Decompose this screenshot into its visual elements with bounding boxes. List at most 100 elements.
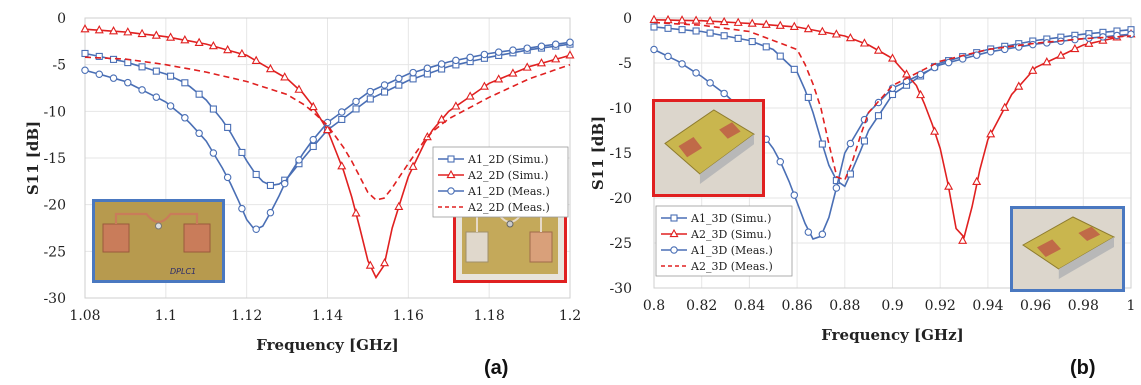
series-point: [280, 179, 289, 188]
series-point: [551, 54, 561, 63]
series-point: [551, 40, 560, 48]
series-point: [761, 19, 771, 28]
series-point: [705, 16, 715, 25]
panel-label: (a): [484, 357, 508, 379]
series-point: [888, 90, 897, 99]
series-line: [84, 56, 571, 201]
series-2: [80, 24, 575, 280]
antenna-photo-1-board-side: [699, 134, 754, 184]
x-tick-label: 1.12: [231, 308, 262, 324]
series-point: [394, 201, 404, 211]
series-point: [223, 173, 232, 182]
antenna-photo-1-patch-left: [102, 223, 130, 253]
series-point: [664, 24, 672, 32]
y-tick-label: -5: [52, 58, 66, 74]
x-tick-label: 1.08: [69, 308, 100, 324]
x-tick-label: 0.92: [925, 298, 956, 314]
antenna-photo-2-connector: [506, 220, 514, 228]
series-point: [166, 32, 176, 41]
x-tick-label: 0.86: [782, 298, 813, 314]
x-axis-label: Frequency [GHz]: [256, 336, 398, 354]
series-point: [523, 44, 531, 52]
y-tick-label: -30: [609, 281, 632, 297]
series-point: [381, 88, 389, 96]
x-tick-label: 0.8: [643, 298, 665, 314]
series-point: [223, 44, 233, 54]
legend: A1_3D (Simu.) A2_3D (Simu.) A1_3D (Meas.) A…: [655, 205, 793, 277]
series-point: [109, 26, 119, 35]
series-point: [1042, 57, 1052, 66]
antenna-photo-2-board-side: [1058, 237, 1114, 279]
series-point: [677, 15, 687, 24]
series-point: [509, 46, 517, 54]
series-point: [678, 60, 686, 68]
series-point: [437, 60, 446, 68]
series-point: [380, 257, 390, 267]
y-tick-label: -20: [43, 198, 66, 214]
legend-entry: A1_2D (Simu.): [467, 153, 548, 166]
x-tick-label: 1: [1127, 298, 1136, 314]
series-point: [733, 17, 743, 26]
x-tick-label: 1.14: [312, 308, 343, 324]
series-point: [692, 69, 700, 77]
series-point: [209, 149, 218, 157]
series-point: [494, 48, 503, 56]
series-point: [789, 21, 799, 30]
legend-swatch-marker: [447, 187, 455, 195]
series-point: [195, 90, 203, 98]
series-point: [338, 115, 346, 124]
series-point: [194, 37, 204, 46]
y-tick-label: -20: [609, 191, 632, 207]
series-point: [409, 68, 417, 77]
series-point: [123, 27, 133, 36]
x-tick-label: 0.84: [734, 298, 765, 314]
x-tick-label: 1.18: [474, 308, 505, 324]
antenna-photo-1: [652, 99, 765, 197]
series-point: [309, 142, 317, 151]
legend: A1_2D (Simu.) A2_2D (Simu.) A1_2D (Meas.) A…: [432, 146, 569, 218]
y-tick-label: -15: [609, 146, 632, 162]
series-point: [747, 18, 757, 27]
antenna-photo-1: DPLC1: [92, 199, 225, 283]
series-point: [1014, 81, 1024, 90]
series-point: [337, 161, 347, 170]
series-point: [395, 81, 403, 89]
series-point: [972, 176, 982, 186]
series-point: [252, 225, 260, 233]
series-point: [480, 50, 489, 59]
series-point: [265, 63, 275, 73]
y-tick-label: 0: [623, 11, 632, 27]
series-point: [352, 105, 360, 113]
series-point: [831, 29, 841, 38]
series-point: [465, 91, 475, 100]
series-point: [395, 74, 403, 83]
series-point: [437, 114, 447, 123]
series-point: [208, 40, 218, 50]
series-point: [452, 56, 460, 65]
x-axis-label: Frequency [GHz]: [821, 326, 963, 344]
series-point: [408, 161, 418, 170]
series-point: [209, 105, 217, 113]
series-point: [166, 102, 175, 110]
series-point: [280, 72, 290, 81]
chart-b: 0.8 0.82 0.84 0.86 0.88 0.9 0.92 0.94 0.96 0.98 1 0…: [589, 11, 1136, 379]
series-point: [494, 74, 504, 83]
series-point: [1070, 43, 1080, 53]
series-point: [95, 70, 104, 78]
series-point: [804, 228, 813, 236]
series-point: [522, 62, 532, 71]
chart-a: 1.08 1.1 1.12 1.14 1.16 1.18 1.2 0 -5 -10 -15 -20 -2…: [24, 11, 581, 379]
x-tick-label: 1.16: [393, 308, 424, 324]
legend-entry: A1_3D (Simu.): [690, 212, 771, 225]
series-point: [366, 95, 374, 103]
series-point: [859, 38, 869, 47]
x-tick-label: 0.94: [972, 298, 1003, 314]
series-4: [84, 56, 571, 201]
series-point: [152, 67, 160, 75]
antenna-photo-1-patch-right: [183, 223, 211, 253]
antenna-photo-2-patch-left: [465, 231, 489, 263]
series-point: [1000, 102, 1010, 111]
series-point: [986, 129, 996, 138]
series-point: [365, 260, 375, 269]
